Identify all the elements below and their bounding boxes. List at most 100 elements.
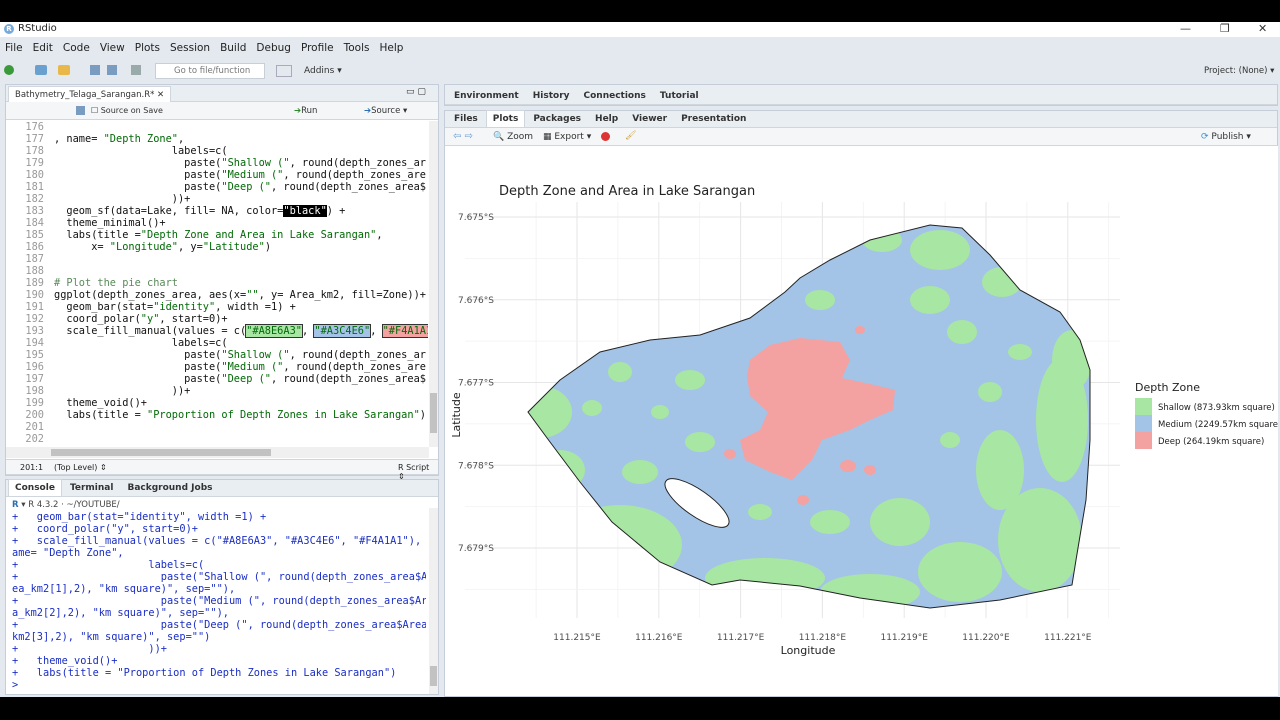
console-path: R ▾ R 4.3.2 · ~/YOUTUBE/ — [12, 500, 120, 510]
console-line: + scale_fill_manual(values = c("#A8E6A3"… — [12, 535, 426, 547]
code-token: theme_minimal()+ — [54, 217, 166, 229]
tab[interactable]: Viewer — [632, 114, 668, 124]
line-number: 184 — [25, 217, 44, 229]
x-axis-label: Longitude — [781, 644, 836, 657]
tab[interactable]: Presentation — [681, 114, 747, 124]
shallow-area — [998, 488, 1082, 592]
open-file[interactable] — [58, 65, 70, 75]
pane-minimize[interactable]: ▭ ▢ — [406, 87, 426, 97]
code-text: labels=c( — [54, 145, 228, 157]
project-menu[interactable]: Project: (None) ▾ — [1204, 66, 1275, 76]
menu-item[interactable]: Edit — [32, 42, 53, 54]
source-on-save[interactable]: ☐ Source on Save — [91, 106, 163, 115]
line-number: 187 — [25, 253, 44, 265]
save-all[interactable] — [107, 65, 117, 75]
editor-tab[interactable]: Bathymetry_Telaga_Sarangan.R* ✕ — [8, 86, 172, 103]
code-text: geom_bar(stat="identity", width =1) + — [54, 301, 295, 313]
line-number: 202 — [25, 433, 44, 445]
shallow-area — [675, 370, 705, 390]
save[interactable] — [90, 65, 100, 75]
code-line: 195 paste("Shallow (", round(depth_zones… — [6, 349, 428, 361]
menu-item[interactable]: Build — [220, 42, 247, 54]
shallow-area — [622, 460, 658, 484]
line-number: 177 — [25, 133, 44, 145]
publish-button[interactable]: ⟳ Publish ▾ — [1201, 132, 1251, 142]
minimize[interactable]: — — [1180, 22, 1191, 35]
tab[interactable]: Environment — [454, 91, 519, 101]
code-token: "Longitude" — [109, 241, 178, 253]
code-text: paste("Shallow (", round(depth_zones_ar — [54, 349, 426, 361]
code-line: 185 labs(title ="Depth Zone and Area in … — [6, 229, 428, 241]
code-area[interactable]: 176 177, name= "Depth Zone", 178 labels=c(… — [6, 121, 428, 447]
code-token: paste( — [54, 169, 222, 181]
close[interactable]: ✕ — [1258, 22, 1268, 35]
code-line: 182 ))+ — [6, 193, 428, 205]
plot-nav[interactable]: ⇦ ⇨ — [453, 131, 473, 142]
console-output[interactable]: + geom_bar(stat="identity", width =1) + +… — [12, 511, 426, 691]
deep-spot — [724, 449, 736, 459]
v-scrollbar[interactable] — [429, 121, 438, 447]
h-scrollbar[interactable] — [6, 447, 429, 458]
tab[interactable]: Console — [8, 479, 62, 496]
code-line: 181 paste("Deep (", round(depth_zones_ar… — [6, 181, 428, 193]
code-line: 187 — [6, 253, 428, 265]
line-number: 182 — [25, 193, 44, 205]
run-button[interactable]: ➔Run — [294, 106, 317, 116]
console-scrollbar[interactable] — [429, 508, 438, 694]
save-file[interactable] — [76, 106, 85, 115]
tab[interactable]: Plots — [485, 110, 526, 127]
editor-toolbar: ☐ Source on Save ➔Run ➔Source ▾ — [6, 102, 438, 120]
file-type-label: R Script — [398, 463, 430, 472]
code-token: , round(depth_zones_area$ — [271, 181, 426, 193]
menu-item[interactable]: Tools — [343, 42, 370, 54]
tab[interactable]: Terminal — [69, 483, 114, 493]
environment-pane: Environment History Connections Tutorial — [444, 84, 1278, 106]
menu-item[interactable]: File — [5, 42, 23, 54]
remove-plot[interactable] — [601, 132, 610, 141]
source-button[interactable]: ➔Source ▾ — [364, 106, 408, 116]
shallow-area — [810, 510, 850, 534]
tab[interactable]: Background Jobs — [127, 483, 213, 493]
restore[interactable]: ❐ — [1220, 22, 1230, 35]
scope[interactable]: (Top Level) ⇕ — [54, 463, 107, 472]
tab[interactable]: History — [532, 91, 570, 101]
console-scroll-thumb[interactable] — [430, 666, 437, 686]
y-tick-label: 7.676°S — [458, 296, 494, 306]
addins-menu[interactable]: Addins ▾ — [304, 66, 342, 76]
menu-item[interactable]: Help — [379, 42, 404, 54]
goto-box[interactable]: Go to file/function — [155, 63, 265, 79]
deep-spot — [855, 326, 865, 334]
tab[interactable]: Files — [454, 114, 478, 124]
tab[interactable]: Packages — [533, 114, 582, 124]
new-project[interactable] — [35, 65, 47, 75]
menu-item[interactable]: Session — [170, 42, 211, 54]
tab[interactable]: Tutorial — [659, 91, 699, 101]
code-token: , name= — [54, 133, 104, 145]
x-tick-label: 111.219°E — [880, 633, 928, 643]
clear-plots[interactable]: 🖌 — [625, 131, 637, 141]
export-button[interactable]: ▦ Export ▾ — [543, 132, 592, 142]
plot-toolbar: ⇦ ⇨ 🔍 Zoom ▦ Export ▾ 🖌 ⟳ Publish ▾ — [445, 128, 1277, 146]
code-text: theme_minimal()+ — [54, 217, 166, 229]
console-line: km2[3],2), "km square)", sep="") — [12, 631, 211, 643]
menu-item[interactable]: Profile — [300, 42, 334, 54]
file-type[interactable]: R Script ⇕ — [398, 463, 430, 481]
tab[interactable]: Help — [595, 114, 619, 124]
print[interactable] — [131, 65, 141, 75]
v-scroll-thumb[interactable] — [430, 393, 437, 433]
menu-item[interactable]: View — [99, 42, 125, 54]
grid-layout[interactable] — [276, 65, 292, 77]
tab[interactable]: Connections — [583, 91, 646, 101]
zoom-button[interactable]: 🔍 Zoom — [493, 132, 534, 142]
menu-item[interactable]: Code — [62, 42, 90, 54]
menu-item[interactable]: Plots — [134, 42, 160, 54]
code-token: labels=c( — [54, 145, 228, 157]
legend-swatch — [1135, 432, 1152, 449]
code-token: "#A3C4E6" — [313, 324, 372, 338]
new-file[interactable] — [4, 65, 14, 75]
legend-title: Depth Zone — [1135, 381, 1200, 394]
code-token: "#F4A1A1 — [381, 324, 428, 338]
menu-item[interactable]: Debug — [256, 42, 291, 54]
line-number: 186 — [25, 241, 44, 253]
h-scroll-thumb[interactable] — [51, 449, 271, 456]
